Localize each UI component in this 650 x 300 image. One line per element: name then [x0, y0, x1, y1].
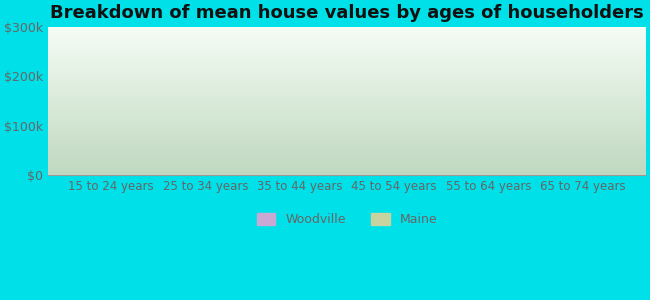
Bar — [452, 138, 489, 175]
Bar — [205, 69, 241, 175]
Bar — [170, 125, 205, 175]
Bar — [358, 148, 394, 175]
Bar — [489, 46, 525, 175]
Bar — [583, 51, 619, 175]
Bar — [111, 116, 147, 175]
Bar — [264, 121, 300, 175]
Text: City-Data.com: City-Data.com — [560, 31, 634, 41]
Bar — [300, 51, 335, 175]
Bar — [75, 86, 111, 175]
Bar — [394, 46, 430, 175]
Legend: Woodville, Maine: Woodville, Maine — [252, 208, 442, 231]
Bar — [547, 158, 583, 175]
Title: Breakdown of mean house values by ages of householders: Breakdown of mean house values by ages o… — [50, 4, 644, 22]
